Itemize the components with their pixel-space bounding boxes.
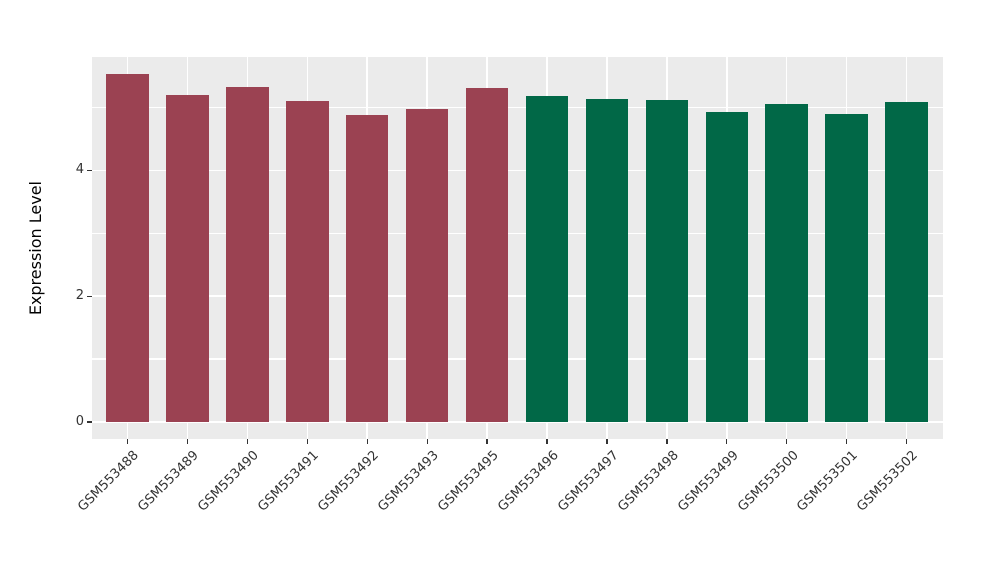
x-tick-label: GSM553497 bbox=[554, 448, 622, 515]
bar-GSM553498 bbox=[645, 99, 689, 422]
plot-panel bbox=[92, 57, 943, 439]
x-tick-mark bbox=[126, 439, 129, 444]
x-tick-label: GSM553491 bbox=[255, 448, 322, 515]
x-tick-mark bbox=[246, 439, 248, 444]
x-tick-mark bbox=[486, 439, 488, 444]
x-tick-mark bbox=[905, 439, 908, 444]
x-tick-mark bbox=[786, 439, 788, 444]
bar-GSM553488 bbox=[106, 73, 149, 422]
bar-GSM553499 bbox=[705, 111, 749, 422]
x-tick-mark bbox=[726, 439, 728, 444]
bar-GSM553490 bbox=[226, 86, 269, 422]
y-axis-title: Expression Level bbox=[24, 57, 46, 439]
bar-GSM553496 bbox=[525, 95, 569, 422]
gridline-horizontal bbox=[92, 358, 943, 360]
x-tick-mark bbox=[426, 439, 428, 444]
gridline-horizontal bbox=[92, 169, 943, 172]
x-tick-label: GSM553502 bbox=[854, 448, 922, 515]
bar-GSM553491 bbox=[286, 100, 329, 422]
x-tick-label: GSM553499 bbox=[674, 448, 742, 515]
x-tick-label: GSM553489 bbox=[135, 448, 203, 515]
x-tick-mark bbox=[846, 439, 848, 444]
y-tick-label: 2 bbox=[75, 288, 84, 304]
x-tick-mark bbox=[546, 439, 548, 444]
x-tick-mark bbox=[306, 439, 308, 444]
x-tick-label: GSM553498 bbox=[614, 448, 682, 515]
x-tick-label: GSM553495 bbox=[435, 448, 502, 515]
gridline-horizontal bbox=[92, 106, 943, 109]
y-tick-label: 0 bbox=[75, 414, 84, 429]
x-tick-label: GSM553492 bbox=[315, 448, 382, 515]
bar-GSM553495 bbox=[465, 88, 509, 422]
bar-GSM553489 bbox=[166, 94, 209, 422]
x-tick-label: GSM553488 bbox=[75, 448, 143, 515]
bar-GSM553493 bbox=[405, 108, 449, 422]
x-tick-mark bbox=[666, 439, 668, 444]
x-tick-label: GSM553501 bbox=[794, 448, 862, 515]
x-tick-mark bbox=[186, 439, 189, 444]
x-tick-label: GSM553500 bbox=[734, 448, 802, 515]
gridline-horizontal bbox=[92, 232, 943, 235]
x-tick-label: GSM553496 bbox=[495, 448, 562, 515]
gridline-horizontal bbox=[92, 421, 943, 423]
y-tick-mark bbox=[87, 169, 92, 172]
x-tick-label: GSM553490 bbox=[195, 448, 262, 515]
x-tick-mark bbox=[606, 439, 608, 444]
x-tick-mark bbox=[366, 439, 368, 444]
y-tick-mark bbox=[87, 421, 92, 423]
bar-GSM553500 bbox=[765, 103, 808, 422]
bar-GSM553501 bbox=[825, 114, 868, 422]
y-tick-label: 4 bbox=[75, 162, 84, 178]
bar-GSM553502 bbox=[885, 101, 928, 422]
bar-GSM553497 bbox=[585, 98, 629, 422]
y-tick-mark bbox=[87, 295, 92, 297]
bar-GSM553492 bbox=[345, 115, 389, 422]
gridline-horizontal bbox=[92, 295, 943, 297]
x-tick-label: GSM553493 bbox=[375, 448, 442, 515]
